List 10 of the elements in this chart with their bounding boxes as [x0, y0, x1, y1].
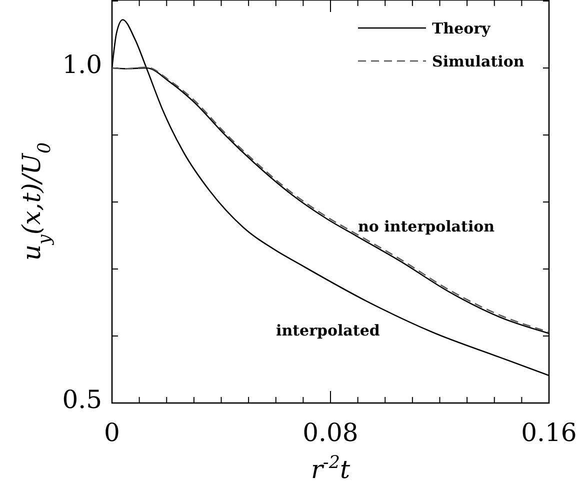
x-tick-label: 0.16 [521, 418, 577, 447]
x-tick-label: 0 [104, 418, 120, 447]
annotation: interpolated [276, 321, 380, 340]
annotation: no interpolation [358, 217, 495, 236]
x-tick-label: 0.08 [302, 418, 358, 447]
y-tick-label: 0.5 [62, 385, 102, 414]
legend-label: Simulation [432, 52, 524, 70]
legend-label: Theory [432, 19, 492, 38]
x-axis-title: r$^{-2}$t [310, 453, 351, 484]
y-tick-label: 1.0 [62, 50, 102, 79]
